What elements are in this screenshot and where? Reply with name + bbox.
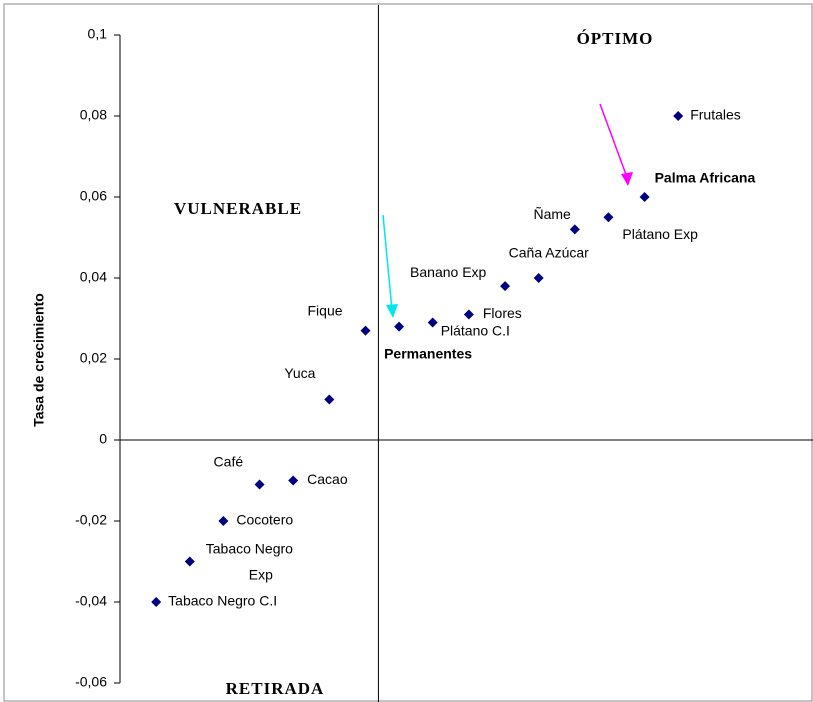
- frame: [3, 3, 813, 702]
- arrow-head: [621, 172, 633, 186]
- point-label: Café: [214, 453, 244, 469]
- point-label: Plátano Exp: [622, 226, 698, 242]
- y-tick-label: 0,02: [80, 350, 107, 366]
- y-tick-label: 0,06: [80, 188, 107, 204]
- point: [427, 317, 438, 328]
- point: [463, 309, 474, 320]
- point-label: Yuca: [284, 365, 315, 381]
- point-label: Cocotero: [236, 512, 293, 528]
- point-label: Tabaco Negro Exp: [206, 540, 293, 582]
- point-label: Caña Azúcar: [509, 245, 589, 261]
- y-tick-label: -0,04: [75, 593, 107, 609]
- y-axis-label: Tasa de crecimiento: [31, 293, 47, 427]
- point-label: Ñame: [533, 206, 571, 222]
- point: [673, 111, 684, 121]
- point: [324, 394, 335, 405]
- point-label: Frutales: [690, 107, 741, 123]
- point-label: Fique: [308, 302, 343, 318]
- point: [500, 281, 511, 292]
- point: [254, 479, 265, 490]
- y-tick-label: -0,06: [75, 674, 107, 690]
- arrow: [599, 103, 629, 181]
- point: [151, 597, 162, 607]
- point-label: Banano Exp: [410, 264, 486, 280]
- point-label: Palma Africana: [655, 170, 756, 186]
- quadrant-label: VULNERABLE: [174, 199, 302, 218]
- point-label: Tabaco Negro C.I: [168, 593, 277, 609]
- point: [184, 556, 195, 567]
- point-label: Permanentes: [384, 345, 472, 361]
- y-tick-label: 0,08: [80, 107, 107, 123]
- point: [569, 224, 580, 235]
- y-tick-label: 0,1: [88, 26, 108, 42]
- arrow: [382, 214, 393, 311]
- point: [533, 273, 544, 283]
- y-tick-label: 0,04: [80, 269, 107, 285]
- y-tick-label: 0: [99, 431, 107, 447]
- point-label: Flores: [483, 305, 522, 321]
- point: [218, 516, 229, 526]
- arrow-head: [386, 304, 398, 318]
- quadrant-label: RETIRADA: [226, 679, 325, 698]
- point: [360, 325, 371, 336]
- point-label: Cacao: [307, 471, 348, 487]
- quadrant-label: ÓPTIMO: [577, 29, 654, 48]
- point: [288, 475, 299, 486]
- point-label: Plátano C.I: [441, 322, 510, 338]
- point: [639, 192, 650, 202]
- point: [603, 212, 614, 223]
- point: [394, 321, 405, 332]
- y-tick-label: -0,02: [75, 512, 107, 528]
